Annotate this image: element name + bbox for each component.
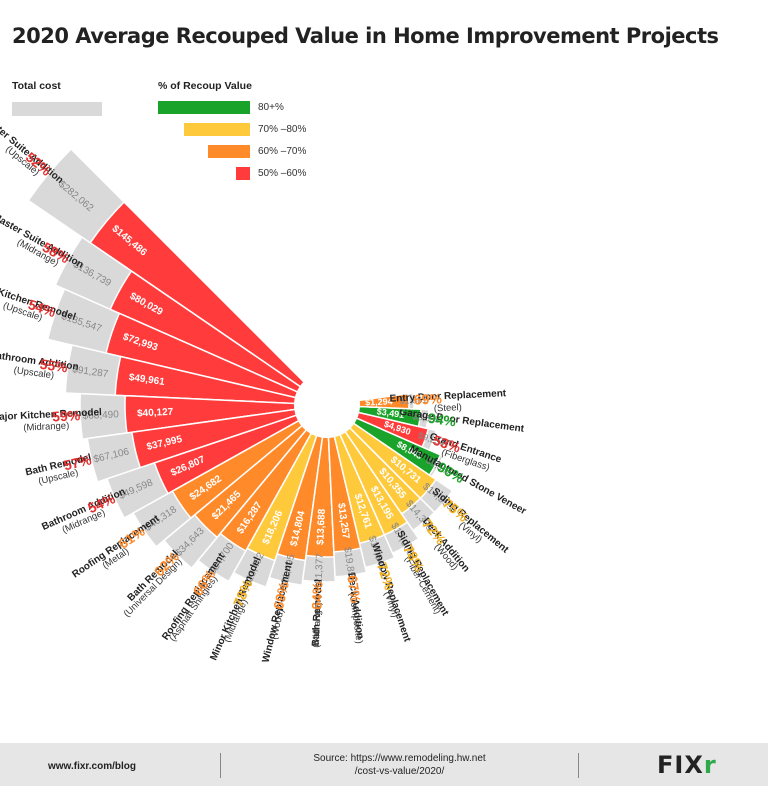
project-pct: 72% [374,560,398,592]
footer-source-line1[interactable]: Source: https://www.remodeling.hw.net [313,753,486,764]
legend-label-70: 70% –80% [258,124,307,135]
legend-swatch-70 [184,123,250,136]
legend-total-cost-swatch [12,102,102,116]
project-pct: 94% [427,410,457,430]
footer-site-link[interactable]: www.fixr.com/blog [48,761,136,772]
footer-source: Source: https://www.remodeling.hw.net /c… [232,752,567,778]
legend-swatch-80 [158,101,250,114]
logo-accent-text: r [703,751,717,779]
legend-swatch-60 [208,145,250,158]
project-pct: 67% [344,574,364,605]
project-pct: 69% [413,390,442,407]
center-hole [294,372,360,438]
legend-label-60: 60% –70% [258,146,307,157]
project-detail: (Steel) [434,402,462,414]
legend-total-cost-label: Total cost [12,80,61,92]
cost-label: $1,881 [399,395,427,406]
logo-main-text: FIX [657,751,704,779]
cost-label: $21,377 [313,553,326,590]
legend-swatch-50 [236,167,250,180]
cost-label: $19,856 [341,546,357,584]
project-pct: 57% [62,451,93,473]
value-label: $40,127 [137,407,174,420]
value-label: $13,688 [315,508,328,545]
project-pct: 64% [308,581,325,610]
value-label: $13,257 [335,502,351,540]
footer-divider [578,753,579,778]
cost-label: $3,695 [412,411,441,425]
footer-source-line2[interactable]: /cost-vs-value/2020/ [354,766,445,777]
page-title: 2020 Average Recouped Value in Home Impr… [12,24,719,48]
footer: www.fixr.com/blog Source: https://www.re… [0,743,768,786]
value-label: $3,491 [376,406,405,420]
value-label: $49,961 [128,372,166,388]
project-pct: 55% [39,356,70,376]
project-detail: (Midrange) [311,602,324,648]
project-pct: 59% [52,407,81,424]
project-detail: (Midrange) [23,420,69,433]
legend-label-80: 80+% [258,102,284,113]
project-pct: 69% [270,580,292,611]
fixr-logo: FIXr [657,751,717,779]
value-label: $1,294 [365,396,393,407]
legend-recoup-label: % of Recoup Value [158,80,252,92]
legend-label-50: 50% –60% [258,168,307,179]
project-name: Major Kitchen Remodel [0,407,102,423]
project-name: Bath Remodel [310,579,324,647]
cost-label: $91,287 [72,364,110,380]
footer-divider [220,753,221,778]
cost-label: $68,490 [82,409,119,422]
